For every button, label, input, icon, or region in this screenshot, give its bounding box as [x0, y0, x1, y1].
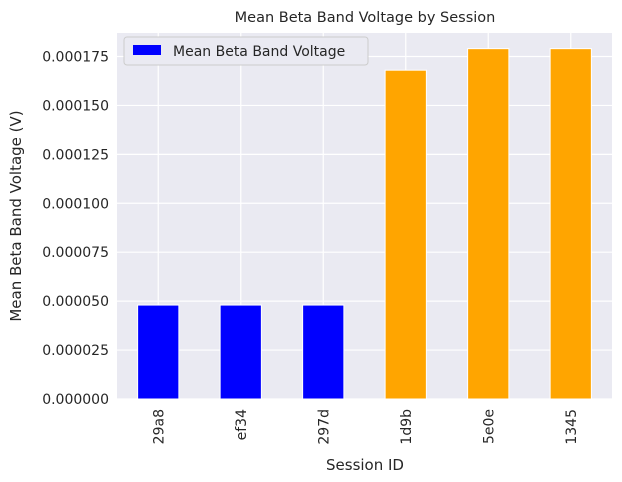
x-axis-label: Session ID — [326, 456, 404, 474]
y-tick-label: 0.000175 — [42, 49, 109, 65]
y-tick-label: 0.000100 — [42, 196, 109, 212]
bar-29a8 — [137, 304, 180, 400]
legend-label: Mean Beta Band Voltage — [173, 44, 345, 60]
bar-5e0e — [467, 48, 510, 400]
legend-box — [123, 36, 369, 66]
bar-ef34 — [219, 304, 262, 400]
bars — [137, 48, 592, 400]
bar-297d — [302, 304, 345, 400]
y-axis-label: Mean Beta Band Voltage (V) — [7, 110, 25, 321]
legend-swatch — [133, 45, 161, 55]
x-tick-label: 29a8 — [151, 409, 167, 444]
x-tick-label: 1d9b — [399, 409, 415, 445]
y-tick-label: 0.000025 — [42, 343, 109, 359]
x-tick-labels: 29a8 ef34 297d 1d9b 5e0e 1345 — [151, 409, 580, 445]
x-tick-label: 1345 — [564, 409, 580, 445]
bar-1345 — [549, 48, 592, 400]
x-tick-label: ef34 — [234, 409, 250, 440]
plot-area — [117, 33, 612, 399]
y-tick-label: 0.000000 — [42, 392, 109, 408]
y-tick-label: 0.000050 — [42, 294, 109, 310]
y-tick-label: 0.000075 — [42, 245, 109, 261]
y-tick-labels: 0.000000 0.000025 0.000050 0.000075 0.000100… — [42, 49, 109, 408]
x-tick-label: 5e0e — [481, 409, 497, 444]
x-tick-label: 297d — [316, 409, 332, 445]
y-tick-label: 0.000125 — [42, 147, 109, 163]
chart-title: Mean Beta Band Voltage by Session — [235, 10, 496, 26]
y-tick-label: 0.000150 — [42, 98, 109, 114]
legend: Mean Beta Band Voltage — [123, 36, 369, 66]
bar-1d9b — [384, 69, 427, 400]
